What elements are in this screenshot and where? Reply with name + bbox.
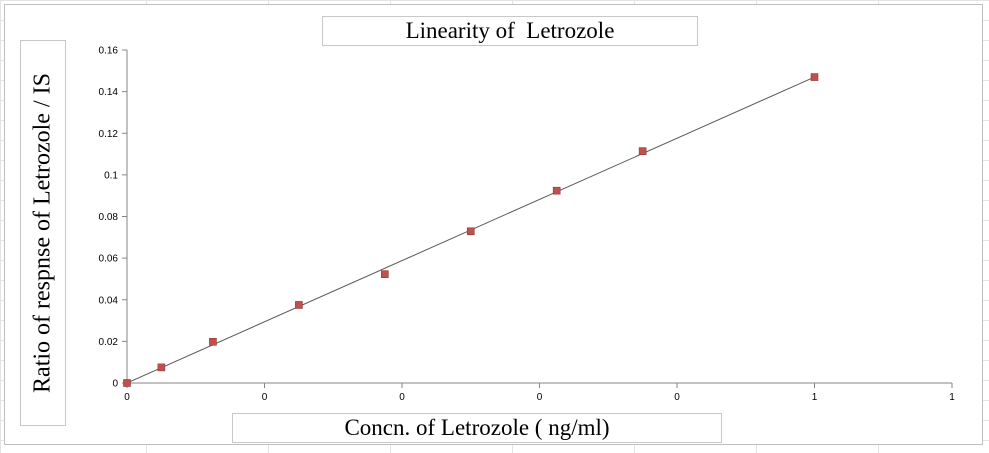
data-point [157,363,166,372]
y-tick-label: 0.16 [99,46,119,57]
data-point [295,301,303,309]
x-tick-label: 0 [124,392,130,403]
y-axis-title-box[interactable]: Ratio of respnse of Letrozole / IS [20,40,66,426]
x-tick-label: 1 [812,392,818,403]
y-tick-label: 0.12 [99,129,119,140]
x-tick-label: 0 [262,392,268,403]
data-point [123,379,131,387]
y-tick-label: 0.04 [99,295,119,306]
data-point [552,186,561,195]
chart-title: Linearity of Letrozole [405,18,615,43]
y-axis-title: Ratio of respnse of Letrozole / IS [29,73,56,393]
data-point [810,73,819,81]
y-tick-label: 0 [112,379,118,390]
x-tick-label: 0 [674,392,680,403]
y-tick-label: 0.06 [99,254,119,265]
chart-title-box[interactable]: Linearity of Letrozole [322,16,698,46]
x-tick-label: 0 [537,392,543,403]
x-tick-label: 1 [949,392,955,403]
data-point [381,270,389,278]
x-axis-title-box[interactable]: Concn. of Letrozole ( ng/ml) [232,413,722,443]
data-point [638,147,647,155]
y-tick-label: 0.1 [104,170,118,181]
data-point [209,337,217,346]
x-tick-label: 0 [399,392,405,403]
y-tick-label: 0.02 [99,337,119,348]
data-point [466,227,475,236]
y-tick-label: 0.08 [99,212,119,223]
x-axis-title: Concn. of Letrozole ( ng/ml) [344,415,610,440]
y-tick-label: 0.14 [99,87,119,98]
chart-area[interactable] [4,4,983,445]
